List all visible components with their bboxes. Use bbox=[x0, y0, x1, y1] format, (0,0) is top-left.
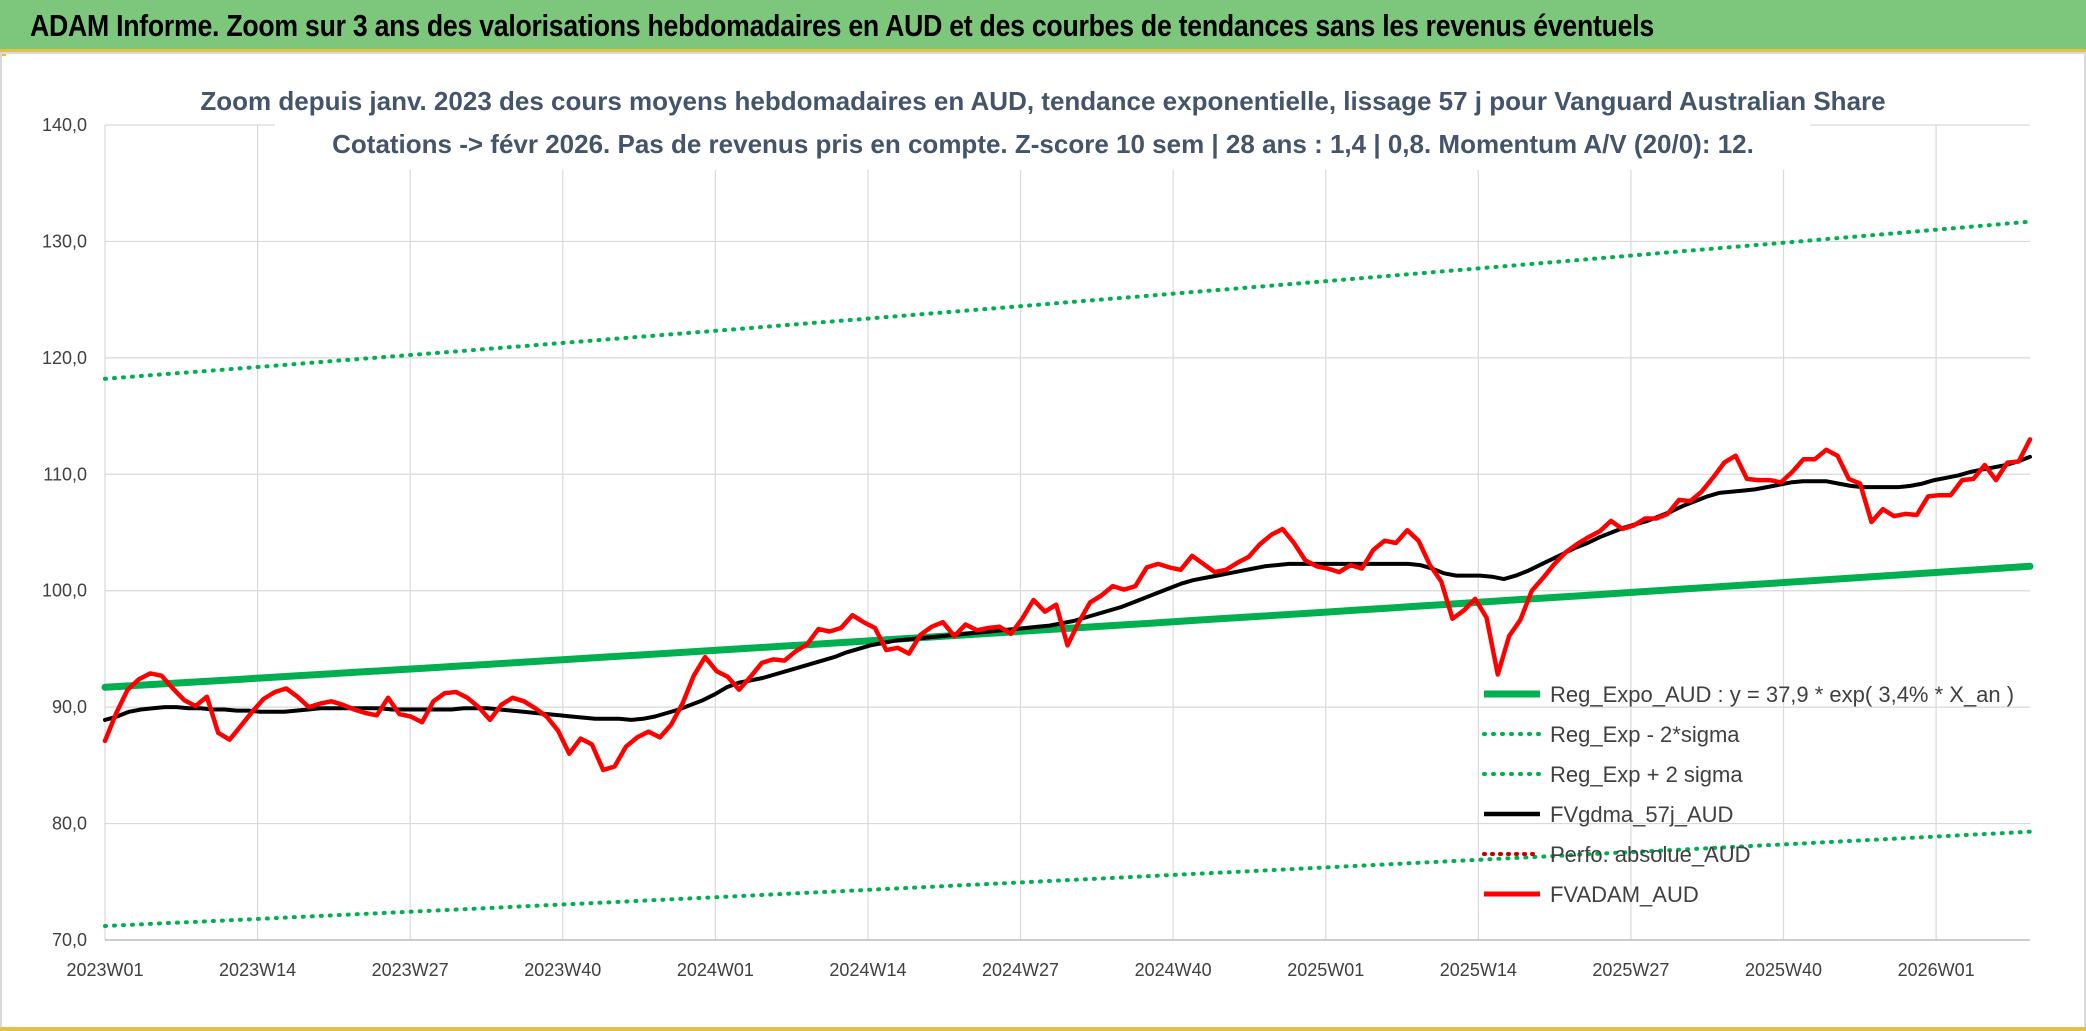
x-tick-label: 2025W14 bbox=[1440, 960, 1517, 980]
x-tick-label: 2025W01 bbox=[1287, 960, 1364, 980]
x-tick-label: 2023W01 bbox=[66, 960, 143, 980]
report-title: ADAM Informe. Zoom sur 3 ans des valoris… bbox=[30, 8, 1654, 43]
x-tick-label: 2024W27 bbox=[982, 960, 1059, 980]
series-reg-expo bbox=[101, 562, 2034, 691]
x-tick-label: 2025W27 bbox=[1592, 960, 1669, 980]
legend-entry: FVADAM_AUD bbox=[1550, 882, 1699, 907]
series-reg-minus-2sigma bbox=[103, 829, 2032, 928]
chart-legend: Reg_Expo_AUD : y = 37,9 * exp( 3,4% * X_… bbox=[1482, 682, 2014, 907]
y-tick-label: 120,0 bbox=[42, 348, 87, 368]
legend-entry: Reg_Exp - 2*sigma bbox=[1550, 722, 1740, 747]
title-backdrop bbox=[275, 78, 1810, 170]
x-tick-label: 2023W14 bbox=[219, 960, 296, 980]
x-tick-label: 2023W27 bbox=[372, 960, 449, 980]
x-tick-label: 2024W01 bbox=[677, 960, 754, 980]
report-banner: ADAM Informe. Zoom sur 3 ans des valoris… bbox=[0, 0, 2086, 52]
banner-accent-mark bbox=[0, 52, 6, 56]
x-tick-label: 2024W40 bbox=[1135, 960, 1212, 980]
y-tick-label: 100,0 bbox=[42, 581, 87, 601]
x-tick-label: 2024W14 bbox=[829, 960, 906, 980]
bottom-accent-line bbox=[0, 1027, 2086, 1031]
series-reg-plus-2sigma bbox=[103, 219, 2032, 381]
y-tick-label: 80,0 bbox=[52, 814, 87, 834]
x-tick-label: 2023W40 bbox=[524, 960, 601, 980]
y-tick-label: 70,0 bbox=[52, 930, 87, 950]
chart-subtitle: Cotations -> févr 2026. Pas de revenus p… bbox=[332, 129, 1754, 159]
series-fvgdma-57j bbox=[103, 454, 2032, 722]
y-axis-ticks: 70,0 80,0 90,0 100,0 110,0 120,0 130,0 140,0 bbox=[42, 115, 87, 950]
y-tick-label: 90,0 bbox=[52, 697, 87, 717]
legend-entry: FVgdma_57j_AUD bbox=[1550, 802, 1733, 827]
chart-title: Zoom depuis janv. 2023 des cours moyens … bbox=[200, 86, 1885, 116]
chart-grid bbox=[104, 124, 2030, 941]
legend-entry: Reg_Expo_AUD : y = 37,9 * exp( 3,4% * X_… bbox=[1550, 682, 2014, 707]
legend-entry: Perfo. absolue_AUD bbox=[1550, 842, 1751, 867]
x-tick-label: 2026W01 bbox=[1898, 960, 1975, 980]
x-tick-label: 2025W40 bbox=[1745, 960, 1822, 980]
y-tick-label: 130,0 bbox=[42, 231, 87, 251]
series-fvadam bbox=[102, 437, 2033, 773]
y-tick-label: 140,0 bbox=[42, 115, 87, 135]
chart-series bbox=[101, 219, 2034, 928]
y-tick-label: 110,0 bbox=[43, 464, 87, 484]
legend-entry: Reg_Exp + 2 sigma bbox=[1550, 762, 1743, 787]
x-axis-ticks: 2023W01 2023W14 2023W27 2023W40 2024W01 2024W… bbox=[66, 960, 1974, 980]
